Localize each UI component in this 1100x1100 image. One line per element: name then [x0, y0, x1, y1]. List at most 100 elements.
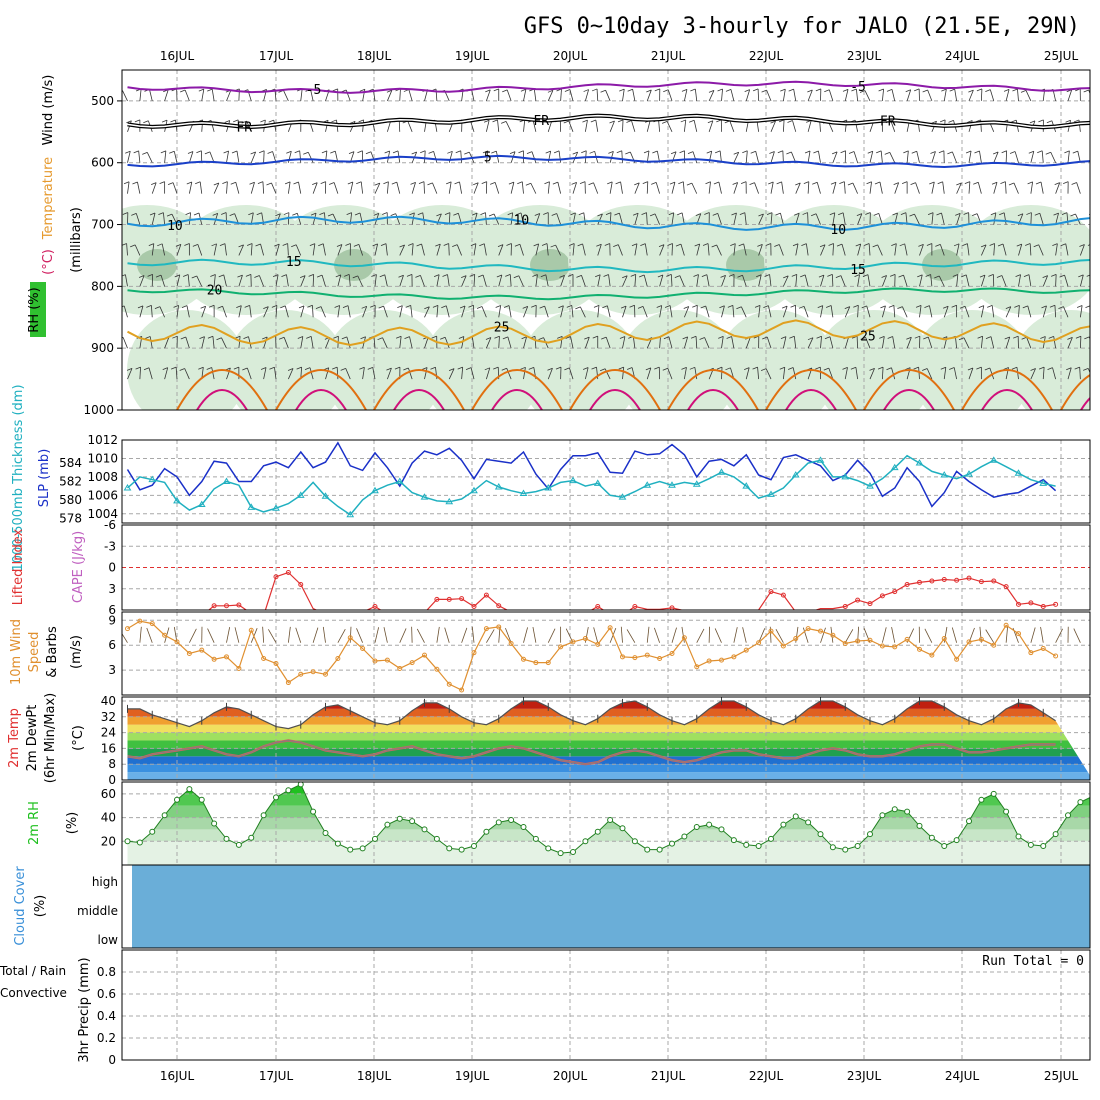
wind-barb-flag	[917, 274, 923, 278]
series-dewpoint	[127, 739, 1056, 765]
upper-air-panel: 16JUL 17JUL 18JUL 19JUL 20JUL 21JUL 22JUL 23JUL…	[27, 49, 1091, 417]
wind-barb-flag	[803, 181, 809, 185]
wind-barb-flag	[508, 181, 515, 185]
surface-wind-barb	[505, 627, 512, 643]
wind-barb	[694, 367, 698, 380]
wind-barb	[1005, 336, 1011, 349]
wind-barb-flag	[901, 181, 908, 185]
wind-barb	[383, 306, 388, 318]
wind-barb	[869, 181, 872, 194]
wind-barb-flag	[146, 304, 152, 308]
wind-barb	[312, 305, 314, 318]
wind-barb	[795, 182, 801, 194]
wind-barb	[731, 336, 735, 349]
wind-barb	[1055, 212, 1059, 225]
bottom-date-label: 18JUL	[357, 1069, 392, 1083]
li-marker	[954, 577, 960, 583]
wind-barb-flag	[959, 305, 966, 309]
wind-barb	[362, 306, 368, 318]
wind-barb	[634, 182, 640, 194]
temp-unit-label: (°C)	[71, 725, 86, 751]
wind-barb-flag	[838, 212, 844, 216]
precip-side-label: Total / Rain	[0, 964, 66, 978]
wind-barb	[631, 120, 636, 132]
wind-barb-flag	[794, 212, 800, 216]
wind-barb-flag	[752, 366, 758, 370]
wind-barb	[732, 305, 735, 318]
wind-marker	[879, 643, 885, 649]
wind-barb-flag	[1013, 335, 1019, 339]
wind-barb-flag	[1012, 88, 1018, 92]
wind-barb	[213, 274, 216, 287]
wind-barb	[1067, 367, 1072, 380]
wind-barb-flag	[956, 182, 962, 186]
wind-barb	[510, 212, 514, 225]
wind-barb-flag	[1027, 181, 1033, 185]
wind-barb-flag	[211, 243, 217, 247]
wind-barb-flag	[583, 89, 589, 92]
rh-marker	[817, 831, 824, 838]
wind-barb-flag	[157, 243, 163, 247]
wind-barb-flag	[951, 304, 957, 308]
surface-wind-barb	[471, 626, 475, 643]
wind-barb-flag	[181, 305, 188, 309]
wind-barb-flag	[664, 305, 671, 308]
wind-barb	[963, 337, 970, 349]
temp-side-label: 2m Temp	[7, 708, 22, 768]
wind-barb	[164, 150, 167, 163]
wind-barb	[881, 88, 884, 101]
wind-barb-flag	[795, 182, 801, 186]
li-marker	[211, 603, 217, 609]
wind-barb-flag	[1086, 274, 1090, 277]
wind-barb-flag	[1065, 119, 1071, 123]
wind-barb-flag	[250, 151, 256, 155]
wind-barb-flag	[446, 181, 452, 185]
wind-barb-flag	[953, 243, 960, 247]
wind-barb	[399, 88, 401, 101]
wind-barb-flag	[271, 304, 278, 308]
surface-wind-barb	[226, 627, 231, 643]
wind-barb	[729, 120, 735, 132]
wind-barb-flag	[853, 304, 859, 308]
wind-barb-flag	[603, 274, 609, 277]
wind-barb	[708, 90, 715, 102]
wind-barb	[312, 243, 316, 256]
wind-barb	[927, 89, 933, 102]
wind-barb-flag	[497, 244, 504, 247]
wind-barb-flag	[708, 90, 715, 93]
wind-barb-flag	[297, 336, 303, 339]
wind-barb	[1055, 274, 1057, 287]
wind-barb	[395, 213, 401, 225]
temp-tick-label: 0	[108, 773, 116, 787]
wind-barb-flag	[1003, 367, 1009, 370]
wind-barb-flag	[914, 335, 920, 339]
thickness-tick-label: 578	[59, 511, 82, 525]
wind-barb-flag	[887, 336, 893, 339]
wind-barb	[134, 244, 141, 256]
wind-barb	[506, 368, 512, 380]
surface-wind-barb	[696, 628, 705, 643]
wind-barb-flag	[417, 212, 423, 216]
wind-barb	[745, 150, 748, 163]
wind-barb-flag	[1083, 89, 1089, 93]
wind-barb	[1053, 336, 1057, 349]
wind-barb	[299, 150, 302, 163]
rh-tick-label: 20	[101, 834, 116, 848]
li-marker	[434, 596, 440, 602]
thickness-marker	[717, 468, 726, 475]
wind-barb-flag	[237, 274, 243, 278]
wind-barb	[956, 243, 960, 256]
wind-barb-flag	[169, 150, 175, 154]
wind-barb	[730, 89, 735, 102]
wind-barb	[671, 212, 675, 225]
wind-barb-flag	[125, 150, 131, 154]
wind-barb-flag	[390, 213, 396, 216]
wind-barb-flag	[992, 151, 999, 155]
wind-barb	[385, 243, 388, 256]
thickness-marker	[569, 476, 577, 484]
surface-wind-barb	[189, 628, 197, 643]
wind-barb-flag	[132, 181, 138, 185]
wind-barb	[249, 305, 252, 318]
wind-barb-flag	[1034, 212, 1040, 216]
wind-barb-flag	[444, 212, 451, 215]
